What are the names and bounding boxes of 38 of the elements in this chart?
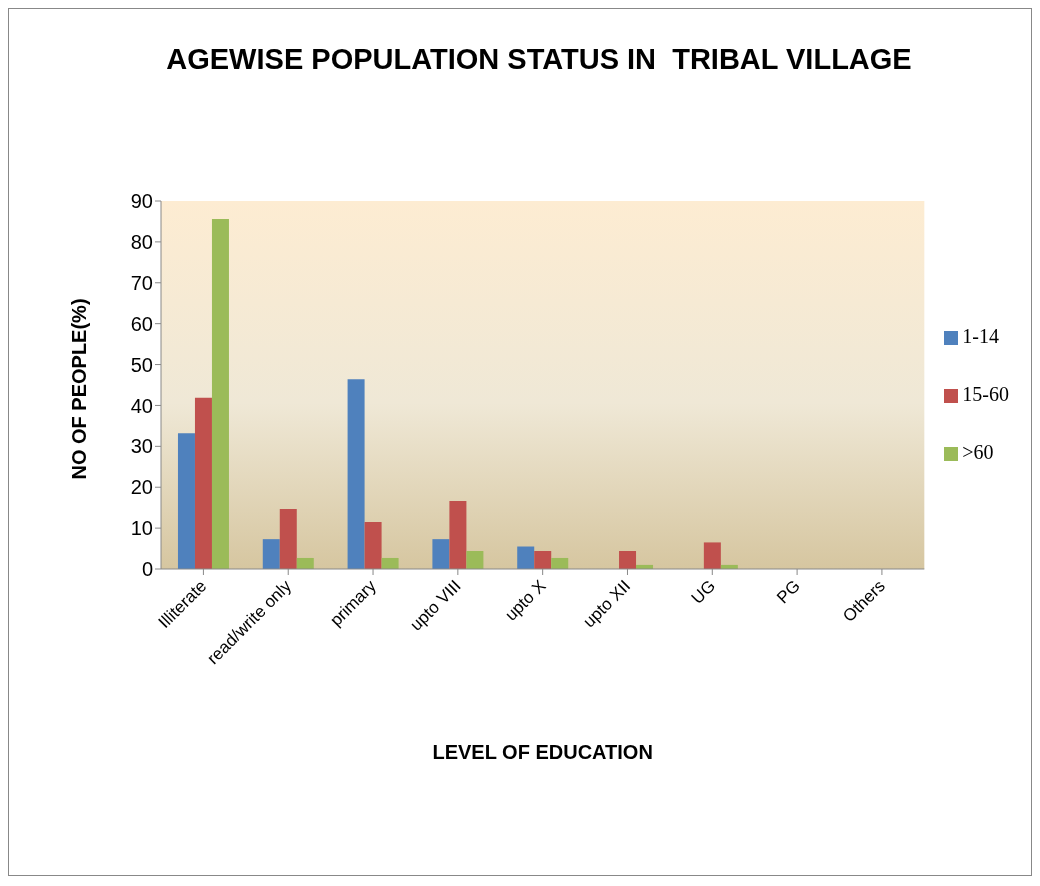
x-tick-label: upto XII bbox=[579, 576, 635, 632]
bar bbox=[432, 539, 450, 569]
x-tick-label: upto VIII bbox=[406, 576, 465, 635]
y-tick-label: 10 bbox=[130, 517, 153, 540]
y-axis-title: NO OF PEOPLE(%) bbox=[67, 298, 91, 480]
bar bbox=[364, 521, 382, 569]
y-tick-label: 50 bbox=[130, 353, 153, 376]
bar bbox=[381, 557, 399, 569]
y-tick-label: 60 bbox=[130, 312, 153, 335]
x-tick-label: PG bbox=[773, 576, 804, 608]
bar bbox=[347, 379, 365, 569]
bar bbox=[279, 508, 297, 569]
y-tick-label: 70 bbox=[130, 271, 153, 294]
bar bbox=[703, 542, 721, 569]
x-tick-label: UG bbox=[687, 576, 720, 608]
bar bbox=[177, 433, 195, 569]
y-tick-label: 40 bbox=[130, 394, 153, 417]
y-tick-label: 90 bbox=[130, 190, 153, 213]
bar bbox=[466, 551, 484, 569]
bar bbox=[262, 539, 280, 569]
x-axis-title: LEVEL OF EDUCATION bbox=[432, 741, 653, 763]
y-tick-label: 0 bbox=[141, 558, 153, 581]
legend-label: 15-60 bbox=[962, 383, 1009, 405]
bar bbox=[194, 397, 212, 569]
bar bbox=[211, 218, 229, 569]
chart-title: AGEWISE POPULATION STATUS IN TRIBAL VILLAGE bbox=[165, 43, 913, 76]
bar bbox=[619, 551, 637, 569]
x-tick-label: upto X bbox=[501, 576, 550, 625]
legend-label: >60 bbox=[962, 441, 994, 463]
bar bbox=[551, 557, 569, 569]
legend-label: 1-14 bbox=[962, 325, 999, 347]
bar bbox=[449, 501, 467, 569]
y-tick-label: 20 bbox=[130, 476, 153, 499]
y-tick-label: 30 bbox=[130, 435, 153, 458]
bar bbox=[296, 557, 314, 569]
bar bbox=[534, 551, 552, 569]
y-tick-label: 80 bbox=[130, 230, 153, 253]
bar bbox=[517, 546, 535, 569]
